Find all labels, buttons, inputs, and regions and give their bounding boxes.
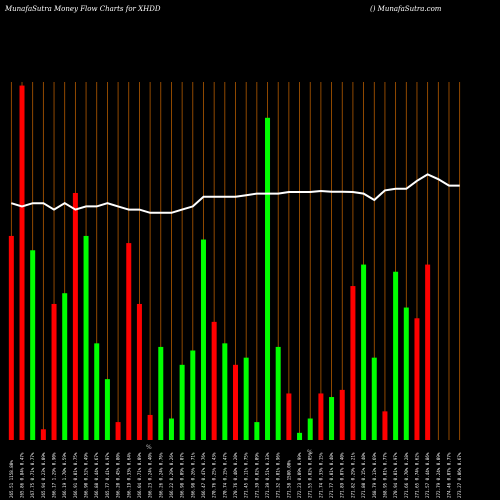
x-tick-label: 265.51 1158.80% (9, 460, 14, 498)
x-tick-label: 266.19 0.33% 0.64% (126, 452, 131, 498)
money-flow-bar (222, 343, 228, 440)
money-flow-bar (361, 264, 367, 440)
x-tick-label: 271.58 1580.00% (286, 460, 291, 498)
x-tick-label: 265.86 0.84% 0.47% (20, 452, 25, 498)
money-flow-bar (382, 411, 388, 440)
x-tick-label: 270.74 0.15% 0.47% (222, 452, 227, 498)
money-flow-bar (286, 393, 292, 440)
x-tick-label: 271.39 0.02% 0.09% (254, 452, 259, 498)
money-flow-bar (115, 422, 121, 440)
x-tick-label: 271.32 0.01% 0.96% (276, 452, 281, 498)
money-flow-bar (126, 243, 132, 440)
money-flow-bar (30, 250, 36, 440)
money-flow-bar (40, 429, 46, 440)
money-flow-bar (233, 364, 238, 440)
x-tick-label: 266.98 0.26% 0.71% (190, 452, 195, 498)
money-flow-bar (350, 286, 356, 440)
x-tick-label: 271.55 0.02% 0.05% (308, 452, 313, 498)
x-tick-label: 270.76 0.25% 0.43% (212, 452, 217, 498)
x-tick-label: 271.77 0.01% 0.40% (329, 452, 334, 498)
site-credit: () MunafaSutra.com (370, 5, 442, 13)
x-tick-label: 267.75 0.71% 0.77% (30, 452, 35, 498)
x-tick-label: 274.46 0.07% 0.77% (446, 452, 451, 498)
money-flow-bar (254, 422, 260, 440)
money-flow-bar (307, 418, 313, 440)
price-line (11, 173, 460, 214)
x-tick-label: 273.27 0.06% 0.67% (457, 452, 462, 498)
money-flow-bar (297, 432, 303, 440)
x-tick-label: 271.74 0.33% 0.15% (318, 452, 323, 498)
mid-marker-1: % (146, 444, 152, 451)
money-flow-bar (403, 307, 409, 440)
money-flow-bar (190, 350, 196, 440)
money-flow-bar (83, 235, 89, 440)
money-flow-bar (329, 397, 335, 440)
money-flow-bar (104, 379, 110, 440)
x-tick-label: 272.23 0.09% 0.99% (297, 452, 302, 498)
x-tick-label: 270.94 0.01% 0.97% (393, 452, 398, 498)
x-tick-label: 272.79 0.24% 0.09% (436, 452, 441, 498)
x-tick-label: 271.66 0.70% 0.28% (404, 452, 409, 498)
x-tick-labels: 265.51 1158.80% 265.86 0.84% 0.47% 267.75 … (9, 452, 462, 498)
money-flow-bar (8, 235, 14, 440)
x-tick-label: 266.88 0.44% 0.67% (94, 452, 99, 498)
x-tick-label: 266.90 0.52% 0.49% (84, 452, 89, 498)
x-tick-label: 266.20 0.45% 0.80% (116, 452, 121, 498)
money-flow-bar (318, 393, 324, 440)
x-tick-label: 271.39 0.51% 0.33% (265, 452, 270, 498)
money-flow-bar (94, 343, 100, 440)
x-tick-label: 266.98 0.09% 0.07% (180, 452, 185, 498)
money-flow-bar (243, 357, 249, 440)
money-flow-bar (72, 192, 78, 440)
x-tick-label: 266.23 0.24% 0.40% (148, 452, 153, 498)
money-flow-bar (265, 117, 271, 441)
money-flow-bar (51, 303, 57, 440)
x-tick-label: 271.45 0.11% 0.75% (244, 452, 249, 498)
money-flow-bar (393, 271, 399, 440)
money-flow-bar (339, 389, 345, 440)
x-tick-label: 266.17 1.29% 0.90% (52, 452, 57, 498)
x-tick-label: 271.82 0.29% 0.21% (350, 452, 355, 498)
x-tick-label: 268.95 0.01% 0.77% (382, 452, 387, 498)
money-flow-bar (179, 364, 185, 440)
x-tick-label: 265.94 0.23% 0.09% (41, 452, 46, 498)
x-tick-label: 271.80 0.15% 0.40% (361, 452, 366, 498)
money-flow-bar (275, 346, 281, 440)
x-tick-label: 266.47 0.47% 0.76% (201, 452, 206, 498)
x-tick-label: 266.22 0.29% 0.26% (169, 452, 174, 498)
x-tick-label: 271.89 0.07% 0.40% (340, 452, 345, 498)
money-flow-bar (414, 318, 420, 440)
mid-marker-2: % (307, 449, 313, 456)
money-flow-bar (168, 418, 174, 440)
x-tick-label: 265.77 0.41% 0.97% (105, 452, 110, 498)
money-flow-bar (371, 357, 377, 440)
money-flow-bar (62, 293, 68, 440)
chart-title: MunafaSutra Money Flow Charts for XHDD (4, 5, 161, 13)
money-flow-bar (200, 239, 206, 440)
x-tick-label: 271.57 0.44% 0.86% (425, 452, 430, 498)
x-tick-label: 266.26 0.24% 0.76% (158, 452, 163, 498)
money-flow-bar (147, 414, 153, 440)
x-tick-label: 271.65 0.74% 0.62% (414, 452, 419, 498)
money-flow-bar (136, 303, 142, 440)
x-tick-label: 266.19 1.70% 0.59% (62, 452, 67, 498)
x-tick-label: 268.79 0.13% 0.69% (372, 452, 377, 498)
money-flow-bar (211, 321, 217, 440)
money-flow-bars (8, 85, 431, 441)
money-flow-bar (158, 346, 164, 440)
money-flow-bar (19, 85, 25, 440)
price-line-group (11, 173, 460, 214)
money-flow-bar (425, 264, 431, 440)
x-tick-label: 266.04 0.71% 0.09% (137, 452, 142, 498)
x-tick-label: 266.91 0.01% 0.75% (73, 452, 78, 498)
x-tick-label: 270.76 0.40% 0.20% (233, 452, 238, 498)
